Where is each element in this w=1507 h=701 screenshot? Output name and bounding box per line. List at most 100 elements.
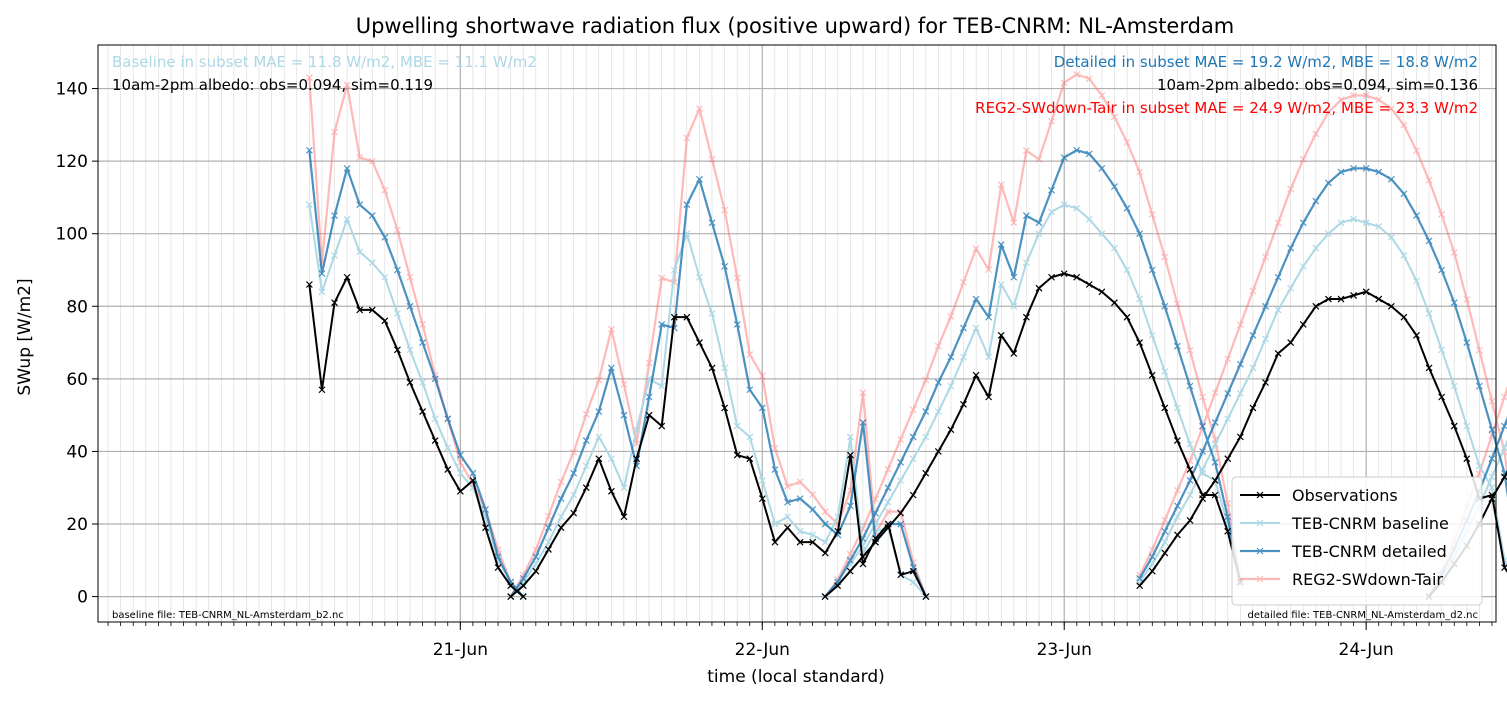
data-point	[821, 593, 829, 601]
data-point	[1312, 130, 1320, 138]
data-point	[1337, 295, 1345, 303]
data-point	[1022, 313, 1030, 321]
data-point	[683, 134, 691, 142]
data-point	[1312, 244, 1320, 252]
data-point	[708, 219, 716, 227]
data-point	[1161, 302, 1169, 310]
data-point	[846, 556, 854, 564]
data-point	[331, 128, 338, 136]
data-point	[1010, 350, 1018, 357]
data-point	[846, 567, 854, 575]
data-point	[1161, 516, 1169, 524]
data-point	[809, 538, 817, 546]
data-point	[1324, 295, 1332, 303]
legend-marker	[1256, 519, 1264, 527]
legend-box	[1231, 476, 1483, 606]
data-point	[1022, 259, 1030, 267]
data-point	[947, 353, 955, 361]
data-point	[897, 509, 904, 517]
data-point	[633, 426, 640, 434]
data-point	[545, 545, 552, 553]
plot-frame	[97, 44, 1497, 623]
data-point	[331, 252, 338, 259]
data-point	[406, 302, 414, 310]
legend-label: Observations	[1292, 486, 1398, 505]
x-tick-label: 24-Jun	[1339, 640, 1394, 660]
data-point	[1161, 368, 1169, 376]
series-line	[308, 77, 525, 598]
data-point	[1375, 295, 1383, 303]
data-point	[1262, 379, 1269, 386]
data-point	[1136, 339, 1144, 346]
legend-entry	[1240, 575, 1280, 583]
legend-marker	[1256, 575, 1264, 583]
data-point	[1174, 531, 1181, 539]
data-point	[482, 524, 489, 532]
data-point	[1299, 219, 1307, 227]
data-point	[1035, 219, 1043, 227]
data-point	[356, 306, 364, 314]
data-point	[1413, 277, 1420, 285]
data-point	[1123, 266, 1131, 274]
data-point	[847, 433, 854, 441]
data-point	[1211, 440, 1219, 448]
data-point	[1236, 321, 1244, 329]
data-point	[1450, 299, 1458, 307]
data-point	[859, 418, 867, 426]
data-point	[1387, 175, 1395, 183]
series-line	[509, 178, 927, 598]
data-point	[696, 175, 703, 183]
data-point	[1337, 168, 1345, 176]
data-point	[1035, 230, 1043, 238]
data-point	[884, 484, 892, 492]
data-point	[582, 437, 590, 444]
data-point	[1148, 211, 1156, 218]
chart-title: Upwelling shortwave radiation flux (posi…	[356, 14, 1235, 38]
data-point	[545, 512, 552, 520]
data-point	[1375, 168, 1383, 176]
data-point	[444, 444, 452, 452]
data-point	[1148, 266, 1156, 274]
data-point	[595, 376, 603, 384]
legend-entry	[1240, 519, 1280, 527]
data-point	[746, 351, 754, 358]
data-point	[557, 478, 565, 486]
data-point	[1148, 331, 1156, 339]
data-point	[318, 288, 326, 296]
data-point	[784, 513, 791, 521]
data-point	[821, 538, 829, 546]
data-point	[1060, 201, 1068, 209]
reg2-stats-annotation: REG2-SWdown-Tair in subset MAE = 24.9 W/…	[975, 99, 1478, 117]
data-point	[696, 105, 703, 112]
data-point	[1312, 302, 1320, 310]
data-point	[683, 201, 691, 209]
data-point	[331, 212, 338, 219]
data-point	[633, 455, 640, 463]
data-point	[431, 375, 439, 383]
data-point	[1186, 516, 1194, 524]
data-point	[1249, 364, 1257, 372]
data-point	[1048, 273, 1055, 281]
data-point	[658, 422, 666, 430]
data-point	[305, 281, 313, 288]
data-point	[1211, 458, 1219, 466]
data-point	[746, 433, 754, 441]
data-point	[318, 270, 326, 278]
data-point	[394, 266, 401, 274]
data-point	[607, 487, 615, 495]
data-point	[859, 389, 867, 397]
data-point	[758, 404, 766, 412]
y-tick-label: 40	[66, 442, 88, 462]
data-point	[1501, 422, 1507, 430]
data-point	[721, 404, 729, 412]
data-point	[1035, 284, 1043, 292]
data-point	[1287, 244, 1295, 252]
data-point	[1073, 204, 1081, 212]
data-point	[1236, 389, 1244, 397]
data-point	[708, 155, 716, 163]
baseline-file-note: baseline file: TEB-CNRM_NL-Amsterdam_b2.…	[112, 610, 344, 621]
data-point	[670, 266, 678, 274]
y-tick-label: 20	[66, 515, 88, 535]
data-point	[1387, 105, 1395, 112]
data-point	[1060, 270, 1068, 278]
